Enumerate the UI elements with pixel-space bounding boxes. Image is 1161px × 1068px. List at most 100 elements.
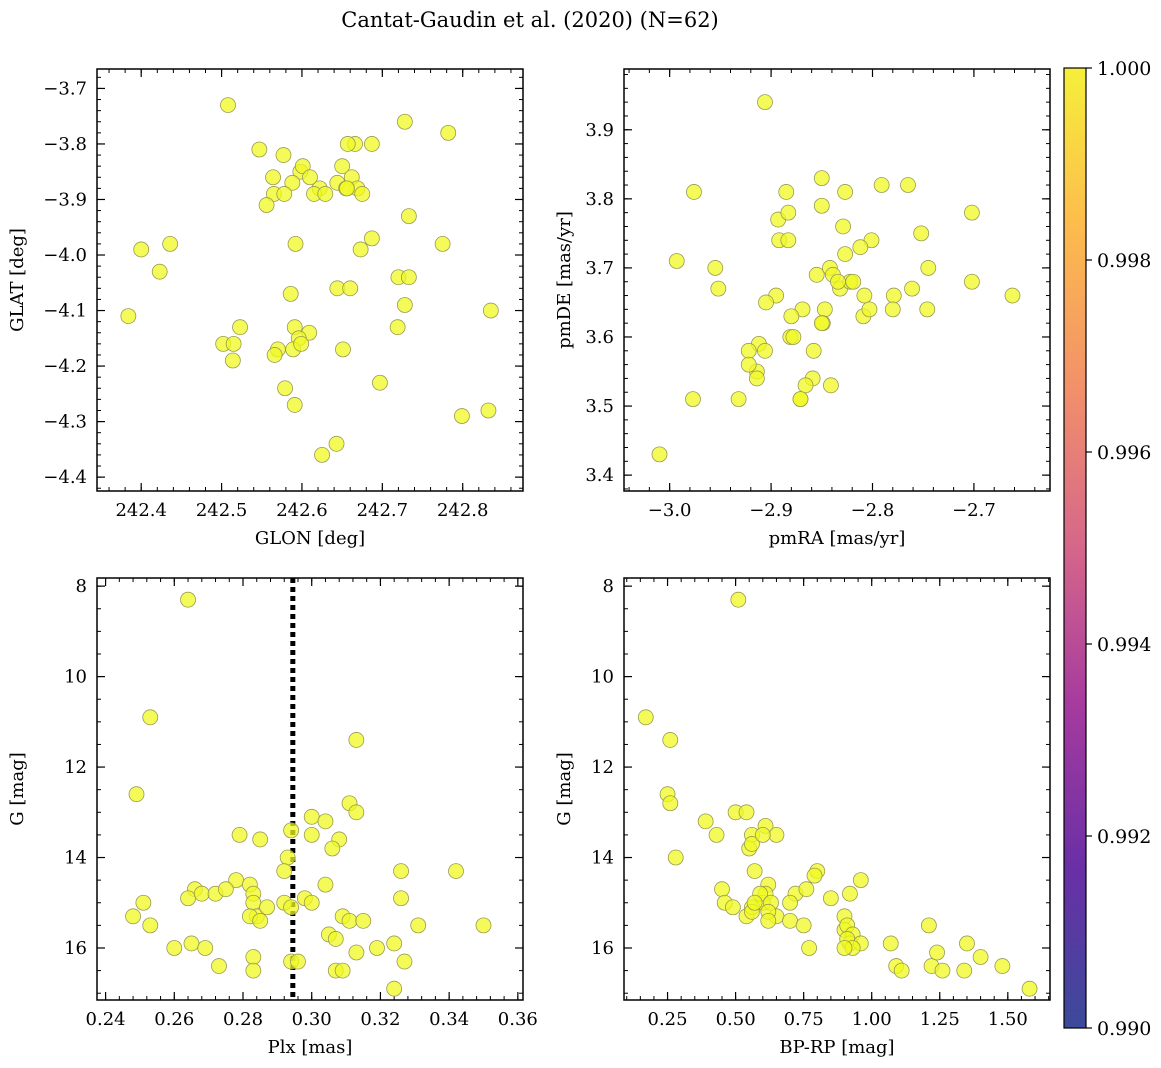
colorbar-tick-label: 0.996 xyxy=(1097,442,1151,464)
y-tick-label: −4.0 xyxy=(43,245,87,266)
data-point xyxy=(813,315,830,332)
y-tick-label: −3.8 xyxy=(43,134,87,155)
data-point xyxy=(964,204,980,221)
x-axis-label: BP-RP [mag] xyxy=(779,1037,894,1058)
data-point xyxy=(920,260,937,276)
y-tick-label: 16 xyxy=(591,938,614,959)
data-point xyxy=(904,280,920,297)
colorbar: 0.990 0.992 0.994 0.996 0.998 1.000 xyxy=(1063,58,1151,1040)
colorbar-tick-label: 0.994 xyxy=(1097,634,1151,656)
data-point xyxy=(341,912,358,929)
data-point xyxy=(283,822,300,839)
y-axis-label: G [mag] xyxy=(554,752,575,825)
data-point xyxy=(125,908,141,925)
data-point xyxy=(801,940,817,956)
data-point xyxy=(328,435,345,452)
x-tick-label: 242.6 xyxy=(276,500,328,521)
data-point xyxy=(808,266,825,283)
data-point xyxy=(231,827,248,843)
data-point xyxy=(667,849,684,866)
data-point xyxy=(972,949,989,965)
data-point xyxy=(806,867,823,884)
y-tick-label: 12 xyxy=(64,757,87,778)
data-point xyxy=(363,230,380,247)
data-point xyxy=(265,169,281,186)
data-point xyxy=(259,899,275,916)
data-point xyxy=(797,377,814,394)
y-tick-label: −3.9 xyxy=(43,189,87,210)
data-point xyxy=(757,342,773,359)
data-point xyxy=(287,236,304,252)
data-point xyxy=(837,184,854,200)
data-point xyxy=(275,147,292,163)
y-tick-label: −3.7 xyxy=(43,78,87,99)
axes-frame xyxy=(96,577,524,1001)
figure-title: Cantat-Gaudin et al. (2020) (N=62) xyxy=(341,8,719,32)
data-point xyxy=(283,899,300,916)
data-point xyxy=(396,113,413,130)
data-point xyxy=(714,881,730,898)
scatter-panel-4: 0.25 0.50 0.75 1.00 1.25 1.50 8 10 12 14 16 BP-RP [… xyxy=(554,576,1051,1058)
colorbar-tick-label: 0.998 xyxy=(1097,250,1151,272)
data-point xyxy=(792,391,809,408)
x-tick-label: −2.8 xyxy=(851,500,895,521)
data-point xyxy=(740,356,757,373)
data-point xyxy=(760,912,777,929)
data-point xyxy=(193,885,210,902)
data-point xyxy=(662,795,679,812)
data-point xyxy=(339,136,356,152)
data-point xyxy=(162,236,179,252)
data-point xyxy=(303,808,320,825)
data-point xyxy=(225,335,242,352)
data-point xyxy=(873,177,890,193)
data-point xyxy=(651,446,668,463)
data-point xyxy=(251,141,268,158)
data-point xyxy=(286,397,303,413)
data-point xyxy=(836,940,853,956)
data-point xyxy=(913,225,930,242)
data-point xyxy=(956,962,973,979)
data-point xyxy=(730,591,747,608)
y-tick-label: 3.4 xyxy=(585,465,614,486)
data-point xyxy=(748,370,765,387)
data-point xyxy=(276,186,293,202)
data-point xyxy=(396,953,413,970)
data-point xyxy=(900,177,916,193)
y-tick-label: −4.1 xyxy=(43,301,87,322)
data-point xyxy=(410,917,427,934)
data-point xyxy=(389,319,406,336)
data-point xyxy=(393,863,409,879)
data-point xyxy=(334,158,351,175)
data-point xyxy=(959,935,975,952)
y-tick-label: 3.5 xyxy=(585,396,614,417)
x-tick-label: 0.24 xyxy=(86,1009,126,1030)
data-point xyxy=(293,335,310,352)
data-point xyxy=(386,935,403,952)
data-point xyxy=(964,273,980,290)
data-point xyxy=(245,949,262,965)
data-point xyxy=(685,391,701,408)
data-point xyxy=(782,912,798,929)
data-point xyxy=(324,840,341,857)
data-point xyxy=(354,186,371,202)
x-tick-label: 0.30 xyxy=(292,1009,332,1030)
axes-frame xyxy=(623,68,1051,492)
data-point xyxy=(393,890,409,907)
x-tick-label: 0.36 xyxy=(498,1009,538,1030)
x-tick-label: −2.9 xyxy=(749,500,793,521)
x-tick-label: −2.7 xyxy=(952,500,996,521)
y-axis-label: pmDE [mas/yr] xyxy=(554,211,575,349)
x-tick-label: 242.5 xyxy=(196,500,248,521)
data-point xyxy=(245,894,262,911)
x-tick-label: 0.50 xyxy=(716,1009,756,1030)
data-point xyxy=(710,280,727,297)
data-point xyxy=(372,374,388,391)
data-point xyxy=(994,958,1011,974)
data-point xyxy=(220,97,236,113)
y-tick-label: 3.7 xyxy=(585,258,614,279)
data-point xyxy=(795,917,812,934)
data-point xyxy=(197,940,214,956)
data-point xyxy=(845,273,862,290)
data-point xyxy=(1021,980,1038,997)
data-point xyxy=(780,232,797,249)
